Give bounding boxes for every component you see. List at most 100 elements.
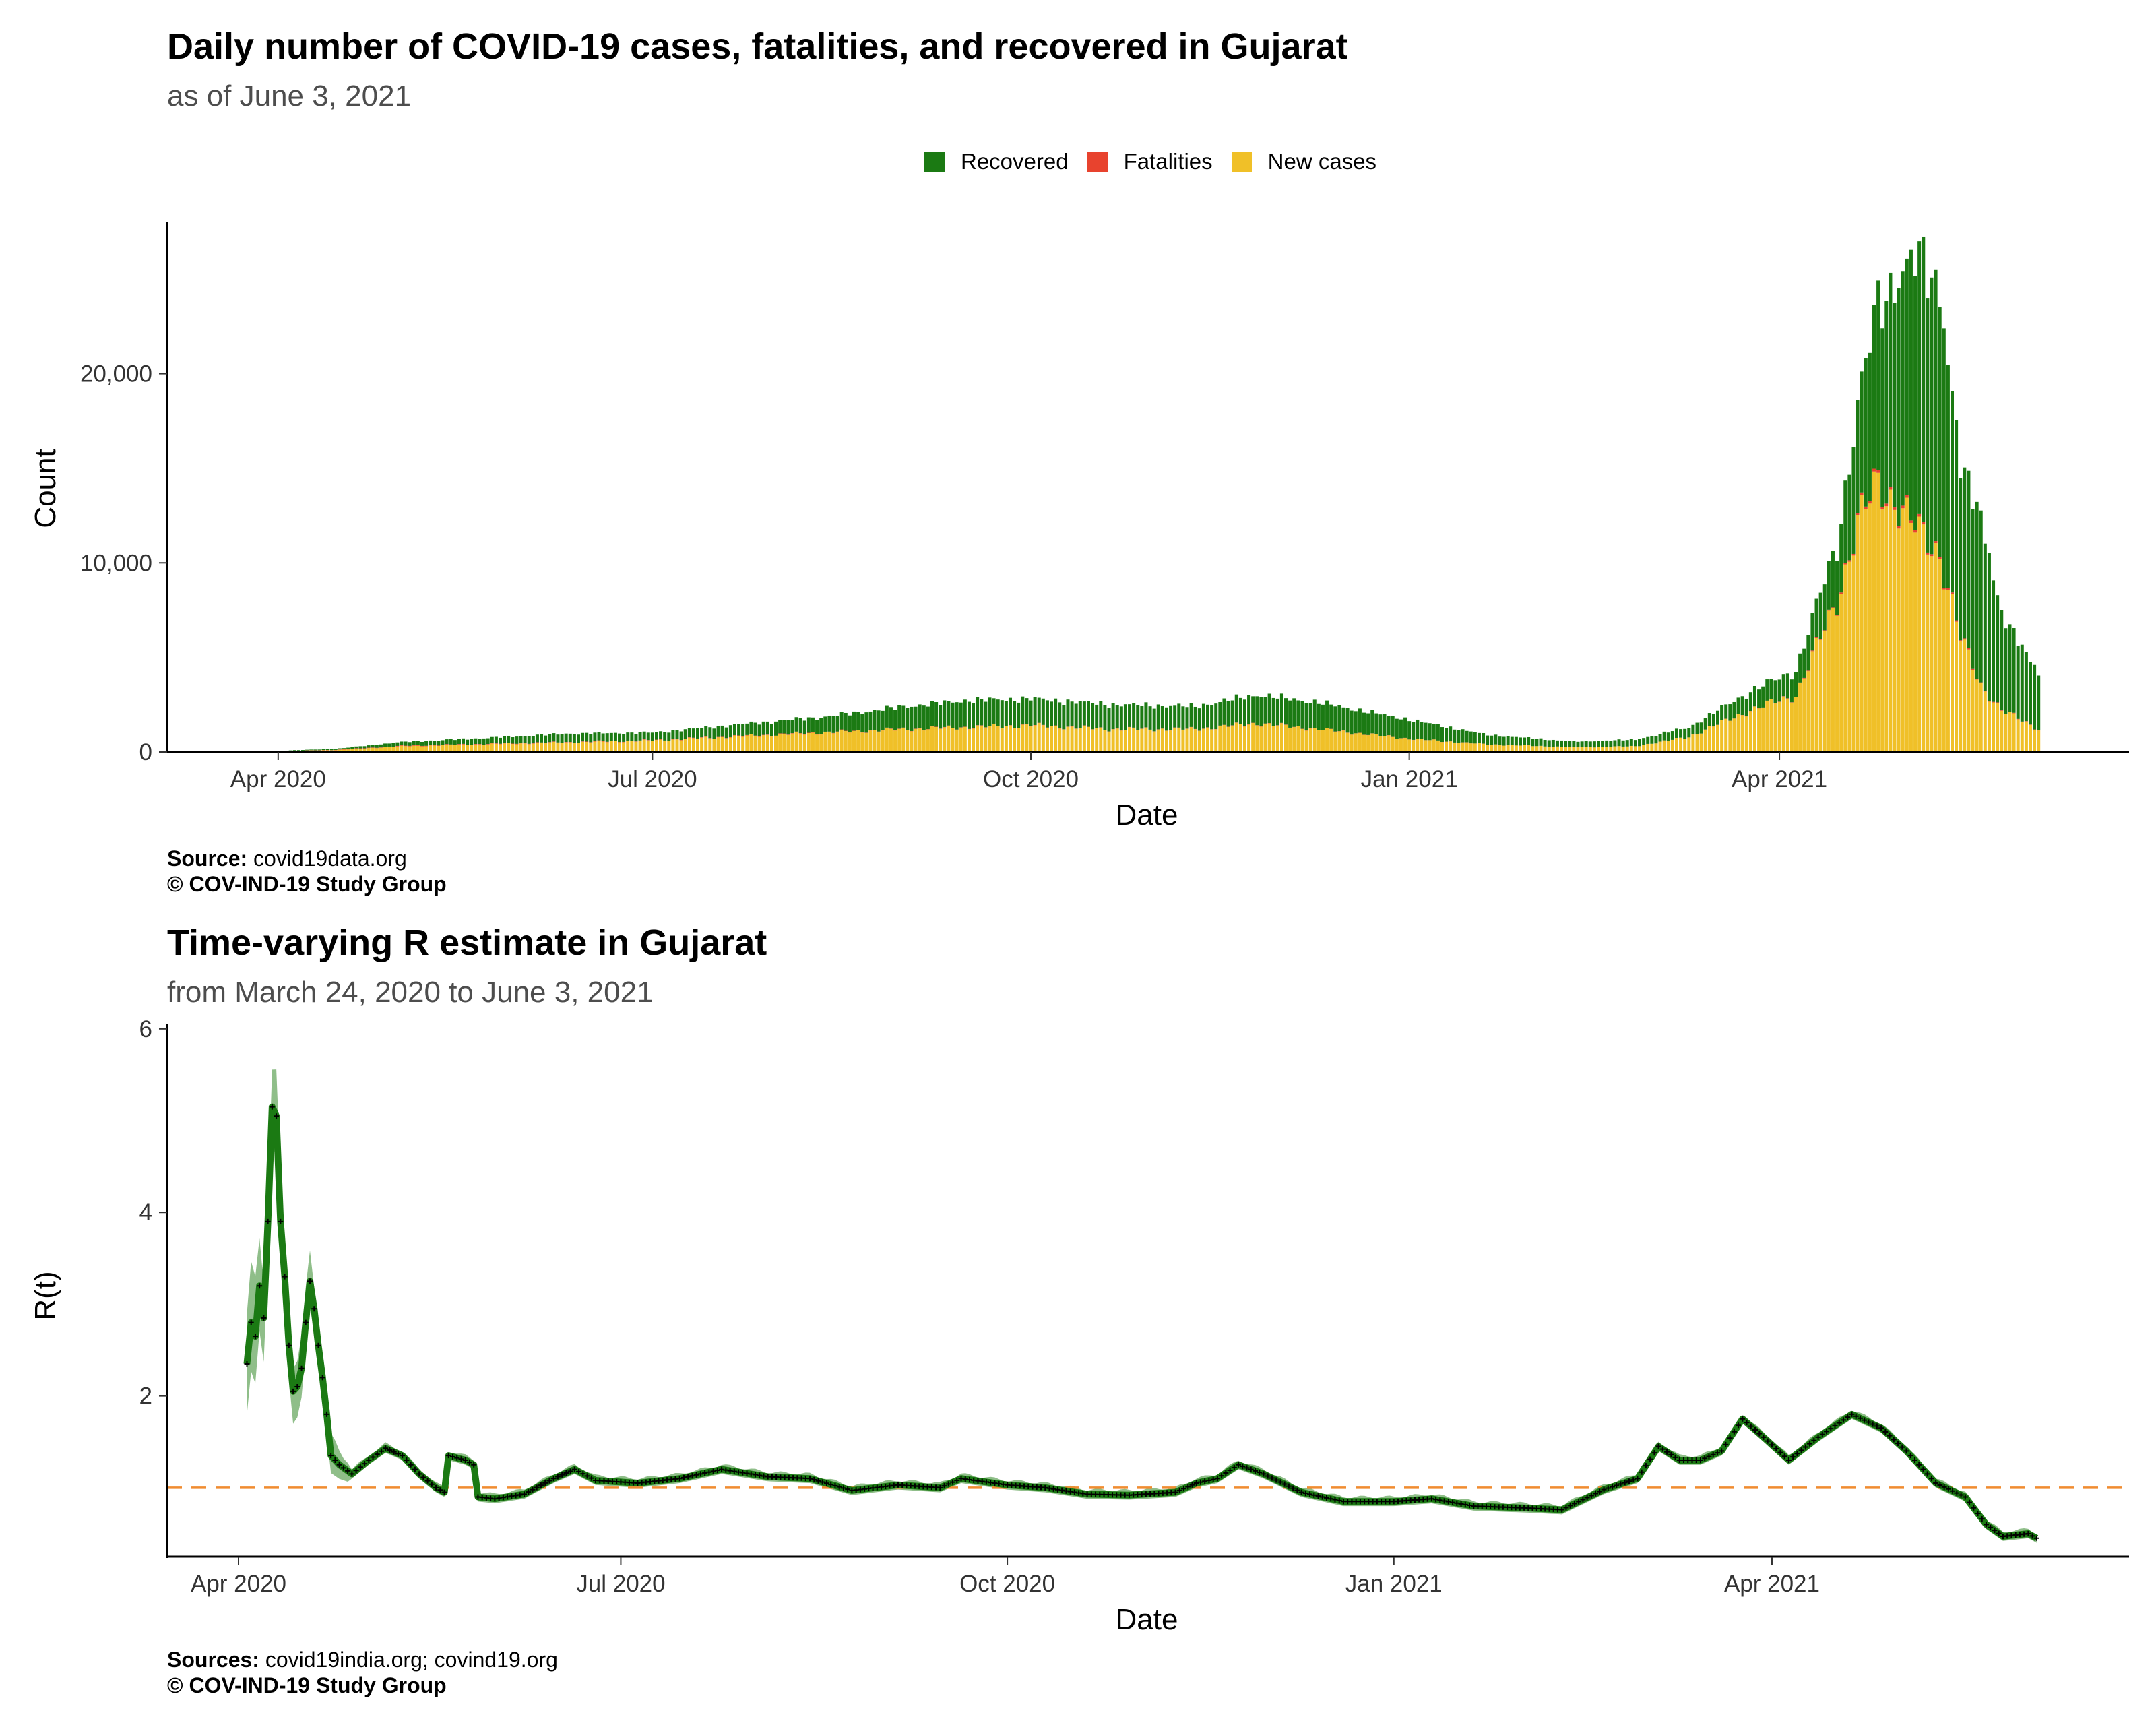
bar-recovered [313, 749, 317, 751]
bar-new-cases [877, 732, 881, 752]
bar-new-cases [342, 749, 346, 752]
bar-recovered [1781, 674, 1785, 697]
bar-new-cases [1156, 729, 1160, 752]
chart2-point [248, 1319, 254, 1325]
bar-recovered [1469, 731, 1473, 744]
bar-recovered [1017, 702, 1021, 728]
bar-new-cases [1486, 745, 1490, 752]
bar-recovered [918, 704, 922, 728]
bar-new-cases [1358, 732, 1362, 752]
bar-fatalities [1971, 668, 1975, 670]
bar-new-cases [424, 746, 429, 752]
chart2-point [303, 1319, 309, 1325]
bar-recovered [877, 710, 881, 732]
bar-fatalities [1967, 648, 1971, 650]
chart2-point [1261, 1471, 1267, 1477]
chart2-point [1635, 1476, 1641, 1482]
bar-new-cases [1670, 739, 1674, 752]
chart2-r-line [243, 1103, 2039, 1542]
chart2-point [286, 1342, 292, 1348]
bar-recovered [1156, 704, 1160, 730]
bar-recovered [860, 714, 864, 732]
bar-new-cases [1366, 735, 1370, 752]
chart2-point [1563, 1505, 1569, 1511]
chart2-point [433, 1484, 439, 1491]
bar-new-cases [741, 736, 745, 752]
bar-recovered [383, 743, 387, 747]
chart2-point [1324, 1495, 1330, 1501]
bar-recovered [572, 734, 576, 743]
bar-recovered [531, 736, 535, 744]
bar-recovered [1128, 704, 1132, 727]
bar-recovered [1041, 698, 1045, 725]
chart2-x-tick-label: Apr 2020 [191, 1571, 286, 1597]
bar-new-cases [1050, 726, 1054, 752]
bar-fatalities [1992, 701, 1996, 703]
bar-new-cases [494, 743, 498, 752]
bar-recovered [1490, 735, 1494, 745]
bar-recovered [1917, 241, 1922, 514]
bar-new-cases [2020, 722, 2024, 752]
bar-fatalities [1963, 638, 1967, 640]
bar-recovered [613, 732, 617, 741]
bar-new-cases [515, 744, 519, 752]
chart1-caption: Source: covid19data.org © COV-IND-19 Stu… [167, 846, 447, 897]
bar-new-cases [375, 748, 379, 752]
bar-recovered [1679, 729, 1683, 738]
chart2-point [362, 1461, 368, 1467]
bar-new-cases [462, 744, 466, 752]
bar-new-cases [844, 731, 848, 752]
bar-new-cases [408, 746, 412, 752]
bar-recovered [1757, 689, 1761, 709]
bar-recovered [1222, 698, 1226, 725]
bar-recovered [1847, 474, 1851, 561]
chart2-point [290, 1388, 296, 1394]
chart2-source-text: covid19india.org; covind19.org [265, 1648, 558, 1672]
bar-fatalities [416, 745, 420, 746]
bar-recovered [700, 728, 704, 738]
chart1-x-axis-title: Date [1116, 798, 1178, 832]
chart2-point [379, 1448, 385, 1454]
bar-recovered [659, 731, 663, 739]
bar-new-cases [1728, 720, 1732, 752]
bar-recovered [972, 703, 976, 729]
chart2-point [1639, 1469, 1645, 1475]
bar-new-cases [441, 745, 445, 752]
bar-new-cases [881, 730, 885, 752]
bar-new-cases [1498, 745, 1502, 752]
chart2-point [328, 1453, 334, 1459]
bar-recovered [1383, 714, 1387, 736]
bar-new-cases [1605, 747, 1609, 752]
chart2-point [1441, 1498, 1447, 1504]
bar-new-cases [823, 732, 827, 752]
bar-fatalities [2024, 721, 2028, 722]
bar-new-cases [1662, 740, 1666, 752]
bar-new-cases [1288, 728, 1292, 752]
bar-new-cases [1687, 737, 1691, 752]
bar-recovered [371, 745, 375, 748]
bar-new-cases [1802, 678, 1806, 752]
bar-recovered [1922, 236, 1926, 522]
bar-recovered [622, 734, 626, 742]
bar-fatalities [802, 734, 806, 735]
bar-new-cases [1777, 701, 1781, 752]
chart2-point [1744, 1420, 1750, 1426]
bar-fatalities [412, 745, 416, 746]
chart2-point [1588, 1493, 1594, 1499]
bar-new-cases [885, 728, 889, 752]
bar-fatalities [1827, 609, 1831, 611]
bar-recovered [1391, 716, 1395, 737]
bar-recovered [1683, 728, 1687, 739]
chart2-point [697, 1471, 703, 1477]
bar-recovered [1029, 700, 1033, 726]
bar-recovered [1477, 732, 1481, 743]
bar-new-cases [761, 735, 765, 752]
bar-new-cases [675, 739, 679, 752]
chart2-point [353, 1468, 359, 1474]
chart2-point [416, 1471, 422, 1477]
chart2-point [1765, 1438, 1771, 1444]
bar-recovered [576, 734, 580, 743]
chart2-point [265, 1218, 271, 1224]
chart2-point [1614, 1482, 1620, 1488]
bar-new-cases [1226, 726, 1230, 752]
